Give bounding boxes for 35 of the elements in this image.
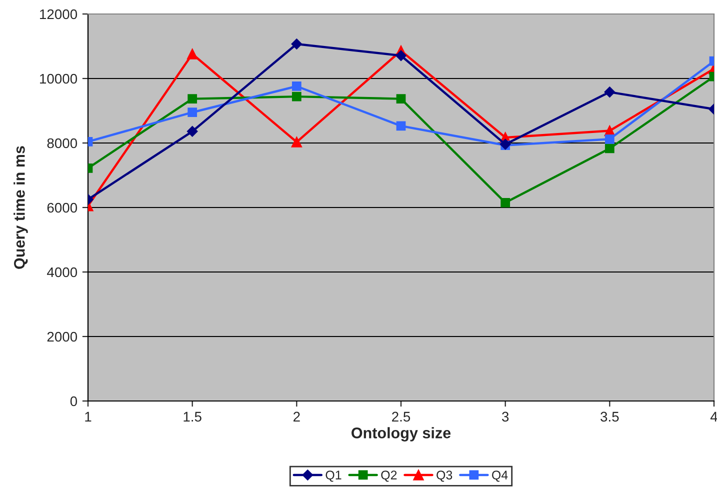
x-tick-label: 4: [710, 412, 717, 422]
x-tick-label: 2.5: [392, 412, 410, 422]
legend-label: Q3: [436, 470, 452, 482]
x-axis-title: Ontology size: [352, 427, 451, 442]
point: [188, 94, 198, 104]
y-tick-label: 0: [70, 396, 78, 406]
point: [186, 126, 198, 137]
x-tick-label: 1: [85, 412, 92, 422]
point: [396, 50, 406, 62]
y-tick-label: 12000: [40, 9, 78, 20]
legend-label: Q4: [492, 470, 508, 482]
y-tick-label: 6000: [47, 202, 78, 213]
point: [604, 134, 614, 144]
y-axis-title: Query time in ms: [14, 146, 28, 269]
legend-label: Q2: [381, 470, 397, 482]
y-tick-label: 2000: [47, 332, 78, 342]
point: [186, 48, 198, 60]
y-tick-label: 10000: [40, 74, 78, 84]
point: [604, 144, 614, 154]
point: [500, 198, 510, 208]
y-tick-label: 8000: [47, 138, 78, 148]
y-tick-label: 4000: [47, 267, 78, 278]
point: [292, 82, 302, 91]
x-tick-label: 2: [294, 412, 300, 422]
x-tick-label: 3: [502, 412, 509, 422]
x-tick-label: 1.5: [184, 412, 202, 422]
point: [292, 92, 302, 102]
point: [396, 121, 406, 131]
point: [604, 86, 616, 98]
point: [291, 38, 302, 50]
point: [291, 136, 302, 148]
x-tick-label: 3.5: [600, 412, 619, 422]
point: [188, 108, 198, 118]
point: [396, 94, 406, 104]
legend-label: Q1: [326, 470, 342, 482]
